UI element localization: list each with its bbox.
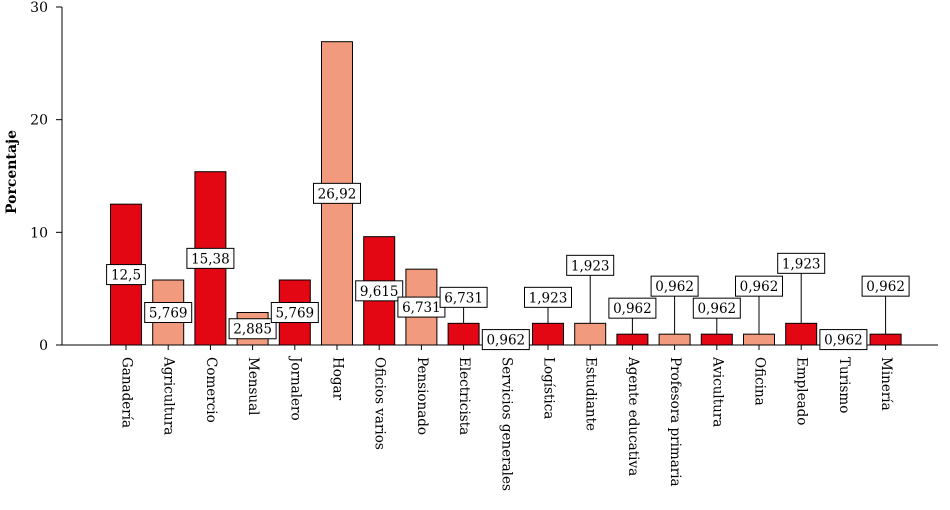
data-label: 2,885 [233, 322, 272, 338]
bar [574, 322, 607, 346]
bar [743, 333, 775, 346]
data-label-box [861, 275, 910, 297]
data-label: 0,962 [655, 279, 694, 295]
chart-category-labels: Ganadería Agricultura Comercio Mensual Jorna… [119, 355, 895, 491]
data-label-box [186, 247, 235, 269]
data-label: 0,962 [866, 279, 905, 295]
data-label: 1,923 [529, 290, 568, 306]
data-label: 5,769 [149, 306, 188, 322]
data-label: 0,962 [697, 301, 736, 317]
x-tick-label: Avicultura [709, 356, 725, 427]
x-tick-label: Hogar [330, 357, 346, 401]
data-label-box [355, 280, 404, 302]
bar [869, 333, 902, 346]
data-label: 1,923 [571, 258, 610, 274]
x-tick-label: Mensual [245, 357, 261, 416]
data-label: 26,92 [318, 186, 357, 202]
x-tick-label: Turismo [836, 357, 852, 413]
data-label-box [566, 254, 615, 276]
x-tick-label: Oficios varios [372, 357, 388, 450]
data-label-box [735, 275, 783, 297]
x-tick-label: Oficina [752, 357, 768, 406]
data-label: 0,962 [824, 333, 863, 349]
data-label-box [819, 329, 868, 351]
x-tick-label: Profesora primaria [667, 357, 683, 487]
data-label-box [481, 329, 530, 351]
x-tick-label: Logística [541, 357, 557, 419]
x-tick-label: Agente educativa [625, 356, 641, 476]
data-label-box [692, 297, 741, 319]
data-label: 1,923 [782, 256, 821, 272]
bar [616, 333, 649, 346]
bar [785, 322, 818, 346]
y-tick-label: 0 [39, 338, 48, 354]
data-label: 0,962 [613, 301, 652, 317]
data-label: 12,5 [111, 268, 141, 284]
data-label: 15,38 [191, 251, 230, 267]
data-label-box [608, 297, 657, 319]
data-label: 0,962 [486, 333, 525, 349]
x-tick-label: Servicios generales [498, 357, 514, 491]
data-label-box [650, 275, 699, 297]
data-label-box [439, 286, 488, 308]
y-tick-label: 30 [30, 0, 48, 16]
bar [532, 322, 564, 346]
x-tick-label: Estudiante [583, 357, 599, 431]
data-label: 5,769 [275, 306, 314, 322]
x-tick-label: Minería [878, 357, 894, 411]
data-label-box [106, 264, 146, 286]
x-tick-label: Comercio [203, 357, 219, 423]
data-label-box [270, 302, 319, 324]
bar [658, 333, 691, 346]
x-tick-label: Ganadería [119, 357, 135, 428]
bar [700, 333, 733, 346]
x-tick-label: Jornalero [287, 355, 303, 421]
y-tick-label: 10 [30, 225, 48, 241]
data-label: 6,731 [444, 290, 483, 306]
y-tick-label: 20 [30, 113, 48, 129]
data-label: 9,615 [360, 284, 399, 300]
data-label-box [228, 318, 277, 340]
data-label-box [777, 252, 826, 274]
x-tick-label: Electricista [456, 357, 472, 435]
data-label-box [524, 286, 572, 308]
chart-data-labels: 12,55,76915,382,8855,76926,929,6156,7316… [106, 182, 910, 351]
data-label: 0,962 [740, 279, 779, 295]
data-label: 6,731 [402, 300, 441, 316]
data-label-box [313, 182, 361, 204]
chart-bars [110, 41, 902, 346]
x-tick-label: Agricultura [161, 356, 177, 435]
data-label-box [144, 302, 193, 324]
x-tick-label: Empleado [794, 357, 810, 425]
bar [447, 322, 480, 346]
y-axis-title: Porcentaje [4, 130, 20, 214]
x-tick-label: Pensionado [414, 357, 430, 435]
